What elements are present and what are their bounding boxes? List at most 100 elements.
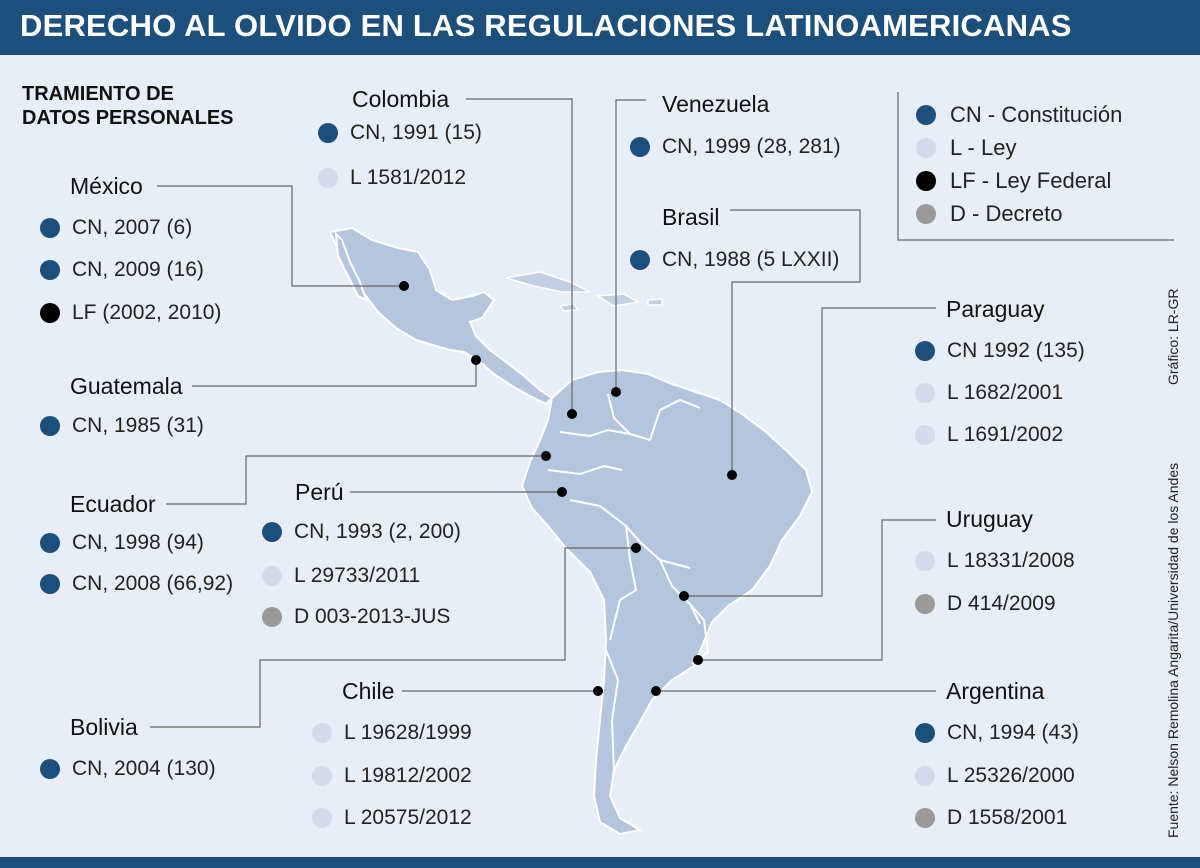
subtitle-line-1: TRAMIENTO DE [22,83,174,105]
entry-peru-2: L 29733/2011 [262,564,420,588]
entry-argentina-3: D 1558/2001 [915,806,1067,830]
dot-l-icon [312,808,332,828]
entry-uruguay-2: D 414/2009 [915,592,1056,616]
legend-label-l: L - Ley [950,135,1017,160]
country-name-colombia: Colombia [352,86,450,112]
dot-l-icon [312,766,332,786]
entry-peru-3: D 003-2013-JUS [262,605,450,629]
dot-uruguay [693,655,703,665]
subtitle-line-2: DATOS PERSONALES [22,107,234,129]
dot-bolivia [631,543,641,553]
country-name-argentina: Argentina [946,678,1045,704]
country-name-guatemala: Guatemala [70,373,183,399]
entry-text: CN, 1994 (43) [947,721,1079,744]
dot-cn-icon [40,218,60,238]
dot-brasil [727,470,737,480]
dot-cn-icon [40,759,60,779]
entry-text: L 1581/2012 [350,166,467,189]
entry-peru-1: CN, 1993 (2, 200) [262,520,461,544]
legend-dot-l [916,138,936,158]
title-bar: DERECHO AL OLVIDO EN LAS REGULACIONES LA… [0,0,1200,55]
dot-mexico [399,281,409,291]
leader-guatemala [192,360,477,387]
entry-mexico-3: LF (2002, 2010) [40,301,221,325]
entry-bolivia-1: CN, 2004 (130) [40,757,216,781]
leader-ecuador [166,455,546,505]
legend-item-cn: CN - Constitución [916,102,1122,128]
legend-label-d: D - Decreto [950,201,1063,226]
dot-lf-icon [40,303,60,323]
legend-dot-cn [916,105,936,125]
entry-text: CN, 1993 (2, 200) [294,520,461,543]
entry-text: L 19812/2002 [344,764,472,787]
dot-cn-icon [40,574,60,594]
entry-text: L 20575/2012 [344,806,472,829]
entry-text: CN, 2004 (130) [72,757,216,780]
entry-text: L 25326/2000 [947,764,1075,787]
dot-cn-icon [915,341,935,361]
dot-cn-icon [40,416,60,436]
entry-paraguay-2: L 1682/2001 [915,381,1063,405]
credit-fuente: Fuente: Nelson Remolina Angarita/Univers… [1165,462,1181,838]
dot-l-icon [915,551,935,571]
entry-text: CN, 1998 (94) [72,531,204,554]
dot-ecuador [541,451,551,461]
entry-paraguay-3: L 1691/2002 [915,423,1063,447]
entry-colombia-2: L 1581/2012 [318,166,466,190]
legend-item-lf: LF - Ley Federal [916,168,1111,194]
leader-venezuela [615,99,646,392]
entry-text: CN, 2009 (16) [72,258,204,281]
entry-argentina-2: L 25326/2000 [915,764,1075,788]
entry-text: CN, 1988 (5 LXXII) [662,248,840,271]
entry-chile-3: L 20575/2012 [312,806,472,830]
leader-uruguay [698,519,936,661]
entry-text: D 414/2009 [947,592,1056,615]
entry-paraguay-1: CN 1992 (135) [915,339,1085,363]
entry-ecuador-1: CN, 1998 (94) [40,531,204,555]
country-name-mexico: México [70,173,143,199]
dot-argentina [651,686,661,696]
dot-cn-icon [262,522,282,542]
entry-ecuador-2: CN, 2008 (66,92) [40,572,233,596]
legend-label-lf: LF - Ley Federal [950,168,1112,193]
dot-l-icon [915,383,935,403]
dot-cn-icon [40,260,60,280]
entry-colombia-1: CN, 1991 (15) [318,121,482,145]
dot-l-icon [915,766,935,786]
dot-l-icon [262,566,282,586]
entry-text: L 18331/2008 [947,549,1075,572]
dot-colombia [567,409,577,419]
entry-chile-1: L 19628/1999 [312,721,472,745]
entry-text: L 29733/2011 [294,564,421,587]
dot-paraguay [679,591,689,601]
dot-chile [593,686,603,696]
entry-text: D 1558/2001 [947,806,1068,829]
leader-paraguay [684,307,936,597]
dot-cn-icon [915,723,935,743]
jamaica-landmass [558,303,580,312]
dot-d-icon [915,808,935,828]
entry-text: D 003-2013-JUS [294,605,451,628]
location-dots [399,281,737,696]
leader-lines [150,92,1174,728]
entry-text: CN, 1991 (15) [350,121,482,144]
country-name-uruguay: Uruguay [946,506,1033,532]
entry-mexico-2: CN, 2009 (16) [40,258,204,282]
entry-guatemala-1: CN, 1985 (31) [40,414,204,438]
dot-venezuela [611,387,621,397]
country-name-bolivia: Bolivia [70,714,138,740]
entry-text: CN, 2007 (6) [72,216,193,239]
leader-bolivia [150,547,636,728]
dot-l-icon [915,425,935,445]
cuba-landmass [505,271,591,293]
entry-brasil-1: CN, 1988 (5 LXXII) [630,248,839,272]
legend-item-d: D - Decreto [916,201,1062,227]
puerto-rico-landmass [647,298,663,306]
dot-cn-icon [318,123,338,143]
hispaniola-landmass [595,293,641,307]
entry-text: LF (2002, 2010) [72,301,222,324]
legend-frame [897,92,1174,241]
leader-brasil [730,209,861,475]
country-name-peru: Perú [295,479,344,505]
